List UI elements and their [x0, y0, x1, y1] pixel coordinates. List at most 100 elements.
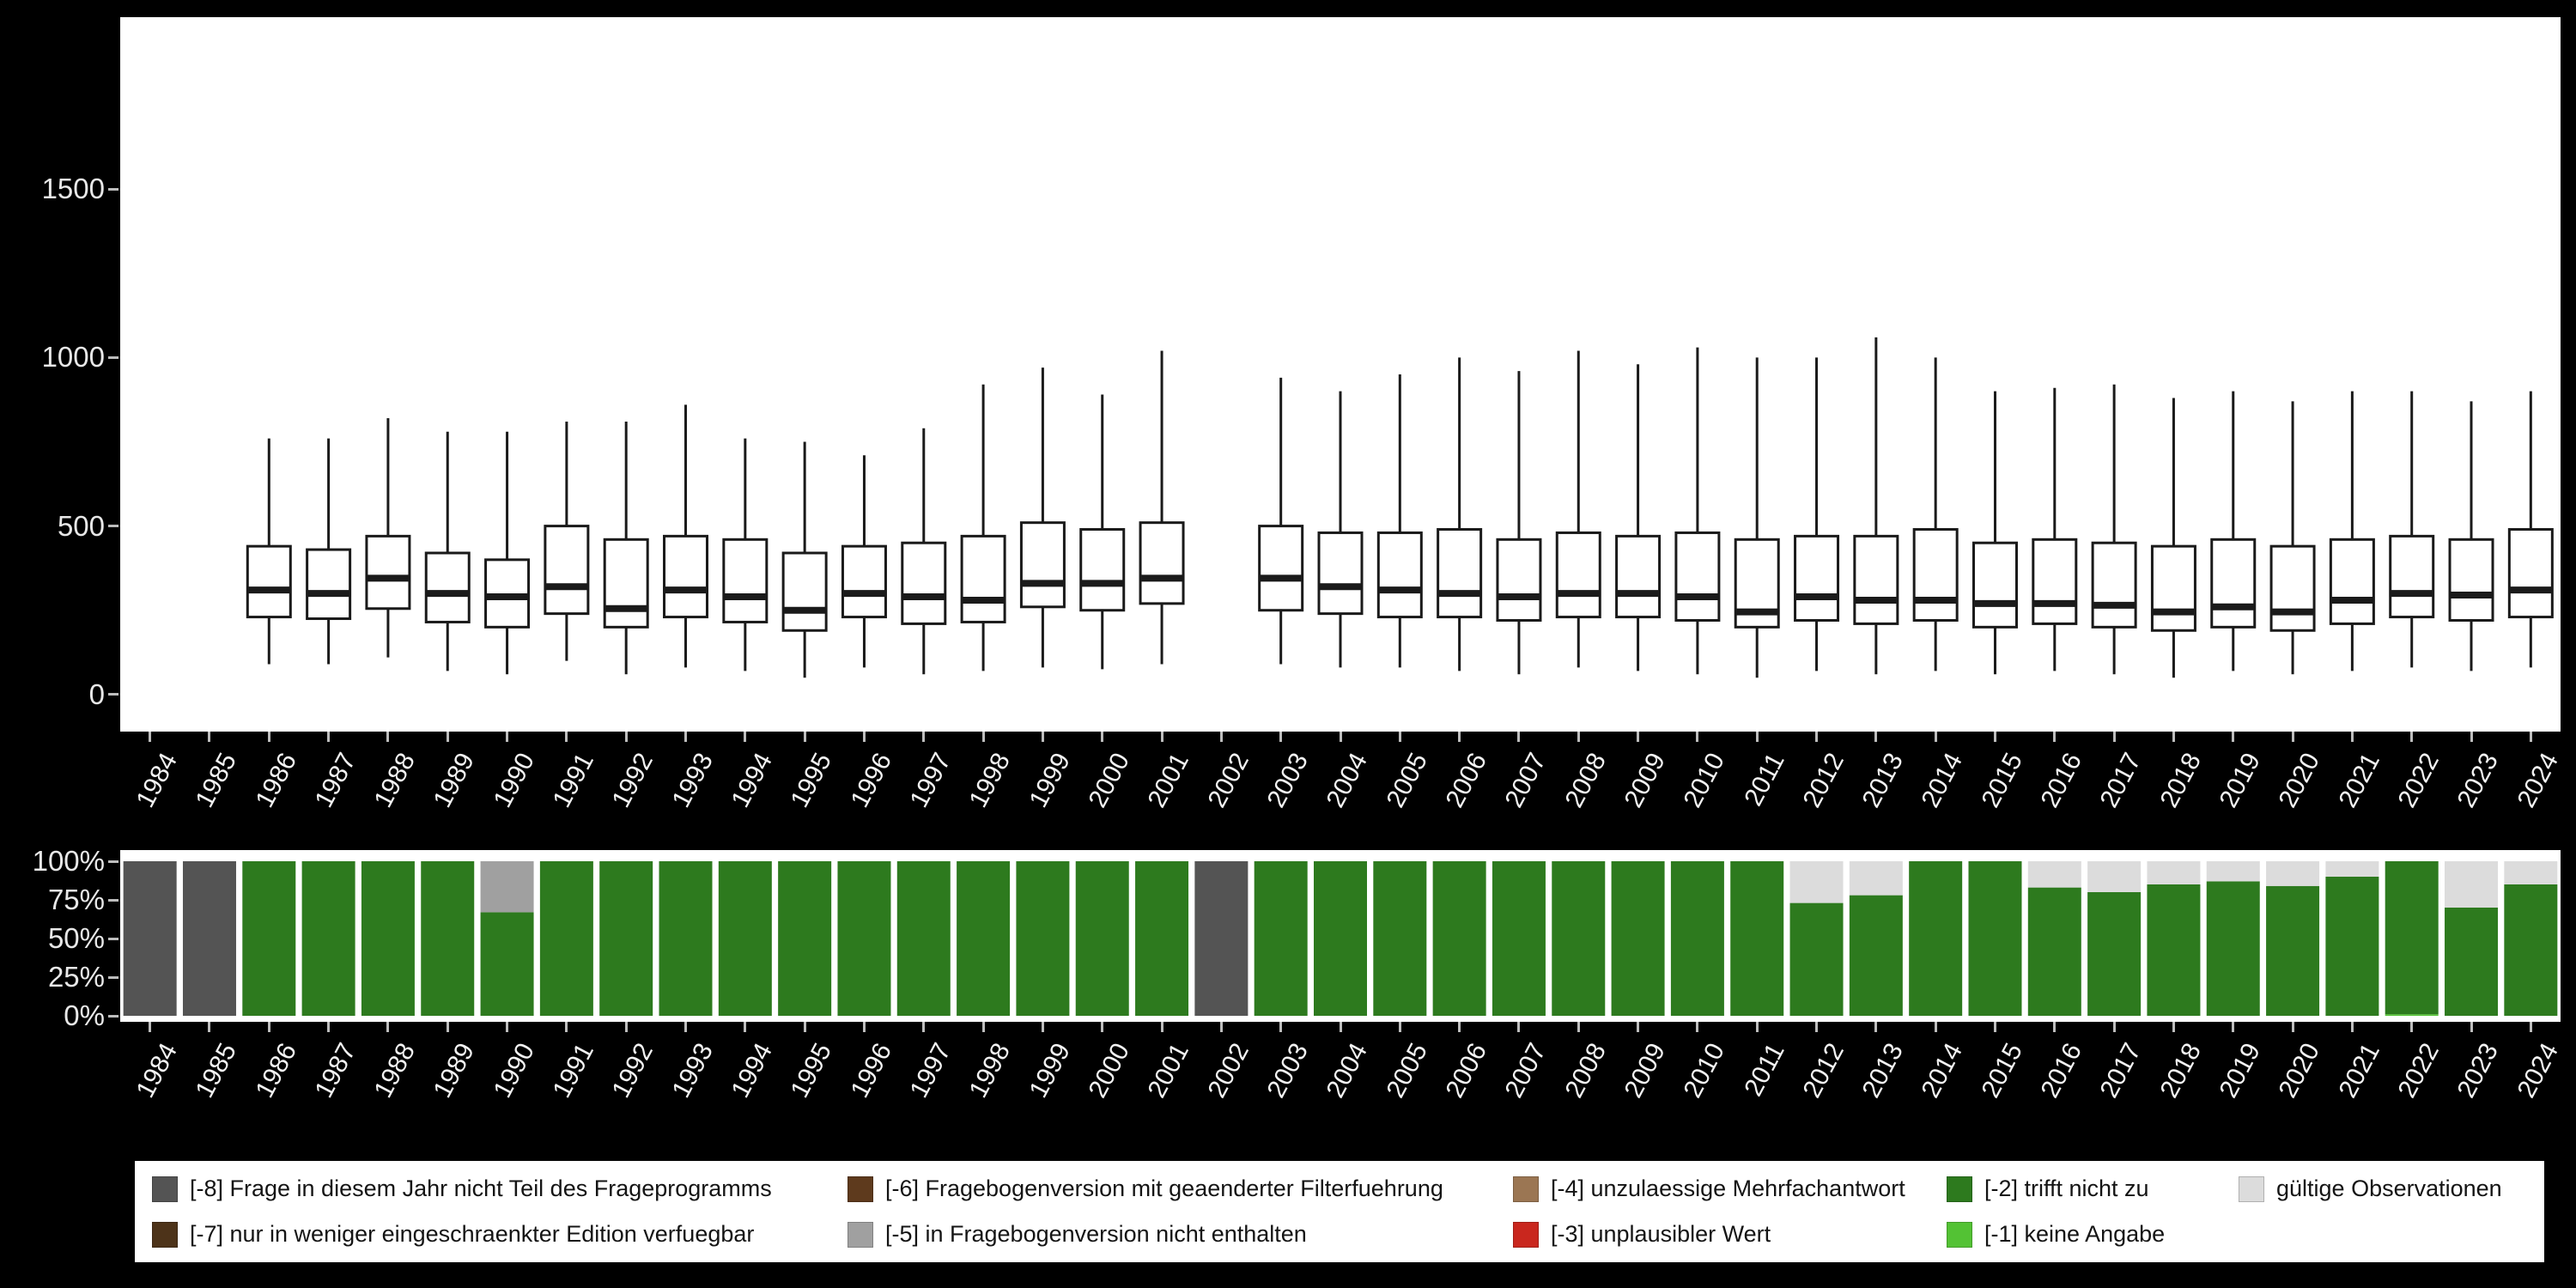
year-label-text: 1989 — [428, 1038, 481, 1103]
x-tick-mark — [2053, 1022, 2057, 1032]
x-tick-mark — [327, 732, 331, 742]
x-tick-mark — [1934, 732, 1937, 742]
x-tick-mark — [446, 732, 449, 742]
year-label-text: 2015 — [1976, 1038, 2028, 1103]
x-tick-mark — [208, 732, 211, 742]
bar-segment--2 — [1135, 861, 1189, 1016]
x-tick-mark — [1160, 732, 1163, 742]
x-tick-mark — [1874, 732, 1878, 742]
box — [1853, 534, 1899, 625]
x-tick-mark — [267, 1022, 270, 1032]
box — [1496, 538, 1542, 622]
x-tick-mark — [1339, 732, 1342, 742]
legend-item--7: [-7] nur in weniger eingeschraenkter Edi… — [152, 1221, 848, 1248]
x-tick-mark — [2470, 1022, 2473, 1032]
year-label-text: 2010 — [1678, 748, 1731, 812]
y-tick-mark — [108, 975, 118, 979]
missing-share-panel — [120, 850, 2561, 1022]
bar-segment--2 — [896, 861, 951, 1016]
bar-segment--2 — [778, 861, 832, 1016]
box — [1437, 528, 1483, 619]
x-tick-mark — [922, 1022, 926, 1032]
legend-swatch--3 — [1513, 1221, 1539, 1248]
y-tick-mark — [108, 860, 118, 863]
box — [424, 551, 471, 623]
x-tick-mark — [2232, 1022, 2235, 1032]
x-tick-mark — [862, 1022, 866, 1032]
legend-item--4: [-4] unzulaessige Mehrfachantwort — [1513, 1176, 1947, 1202]
legend-label: [-8] Frage in diesem Jahr nicht Teil des… — [190, 1176, 772, 1201]
bar-segment-valid — [1849, 861, 1903, 896]
y-tick-mark — [108, 355, 118, 359]
box — [1258, 525, 1304, 612]
x-tick-mark — [1517, 1022, 1521, 1032]
year-label-text: 1992 — [606, 1038, 659, 1103]
box — [2091, 541, 2137, 629]
box — [1019, 521, 1066, 609]
year-label-text: 2021 — [2333, 1038, 2385, 1103]
year-label-text: 2001 — [1142, 748, 1195, 812]
year-label-text: 2002 — [1202, 1038, 1255, 1103]
x-tick-mark — [149, 1022, 152, 1032]
legend-item--2: [-2] trifft nicht zu — [1947, 1176, 2239, 1202]
year-label-text: 2019 — [2214, 1038, 2267, 1103]
boxplot-panel — [120, 17, 2561, 732]
bar-segment--2 — [2504, 884, 2558, 1016]
x-tick-mark — [1160, 1022, 1163, 1032]
y-tick-mark — [108, 937, 118, 940]
year-label-text: 2011 — [1739, 748, 1790, 811]
legend-label: [-1] keine Angabe — [1984, 1221, 2166, 1247]
x-tick-mark — [684, 1022, 687, 1032]
year-label-text: 2014 — [1916, 748, 1969, 812]
year-label-text: 1987 — [309, 748, 361, 812]
year-label-text: 2009 — [1619, 1038, 1671, 1103]
y-tick-label: 25% — [47, 961, 105, 993]
x-tick-mark — [506, 1022, 509, 1032]
year-label-text: 1988 — [368, 748, 422, 812]
x-tick-mark — [1696, 1022, 1699, 1032]
year-label-text: 1995 — [785, 1038, 838, 1103]
box — [2032, 538, 2078, 625]
year-label-text: 2012 — [1797, 1038, 1850, 1103]
year-label-text: 1991 — [547, 1038, 600, 1103]
x-tick-mark — [506, 732, 509, 742]
year-label-text: 2021 — [2333, 748, 2385, 812]
bar-segment--5 — [480, 861, 534, 913]
bar-segment--2 — [2445, 908, 2499, 1016]
legend-swatch-valid — [2239, 1176, 2264, 1202]
x-tick-mark — [1279, 1022, 1283, 1032]
box — [841, 544, 887, 619]
x-tick-mark — [386, 1022, 390, 1032]
year-label-text: 1986 — [250, 1038, 302, 1103]
year-label-text: 2004 — [1321, 1038, 1374, 1103]
y-tick-mark — [108, 1014, 118, 1018]
year-label-text: 2000 — [1083, 1038, 1135, 1103]
x-tick-mark — [624, 1022, 628, 1032]
year-label-text: 2023 — [2451, 1038, 2505, 1103]
y-tick-label: 1500 — [41, 173, 105, 205]
year-label-text: 1990 — [488, 748, 540, 812]
year-label-text: 1985 — [190, 748, 243, 812]
bar-segment--8 — [123, 861, 177, 1016]
bar-segment--2 — [421, 861, 475, 1016]
year-label-text: 1994 — [726, 748, 779, 812]
year-label-text: 2011 — [1739, 1038, 1790, 1101]
bar-segment--2 — [301, 861, 355, 1016]
x-tick-mark — [1398, 1022, 1401, 1032]
legend-item-valid: gültige Observationen — [2239, 1176, 2527, 1202]
year-label-text: 2012 — [1797, 748, 1850, 812]
year-label-text: 1993 — [666, 748, 719, 812]
x-tick-mark — [981, 1022, 985, 1032]
bar-segment-valid — [2147, 861, 2201, 884]
legend-label: [-5] in Fragebogenversion nicht enthalte… — [885, 1221, 1307, 1247]
bar-segment--2 — [718, 861, 772, 1016]
x-tick-mark — [922, 732, 926, 742]
bar-segment--2 — [957, 861, 1011, 1016]
x-tick-mark — [2172, 1022, 2175, 1032]
year-label-text: 2022 — [2392, 1038, 2445, 1103]
x-tick-mark — [1219, 732, 1223, 742]
bar-segment--2 — [2266, 885, 2320, 1016]
year-label-text: 2001 — [1142, 1038, 1195, 1103]
bar-segment--2 — [480, 912, 534, 1016]
